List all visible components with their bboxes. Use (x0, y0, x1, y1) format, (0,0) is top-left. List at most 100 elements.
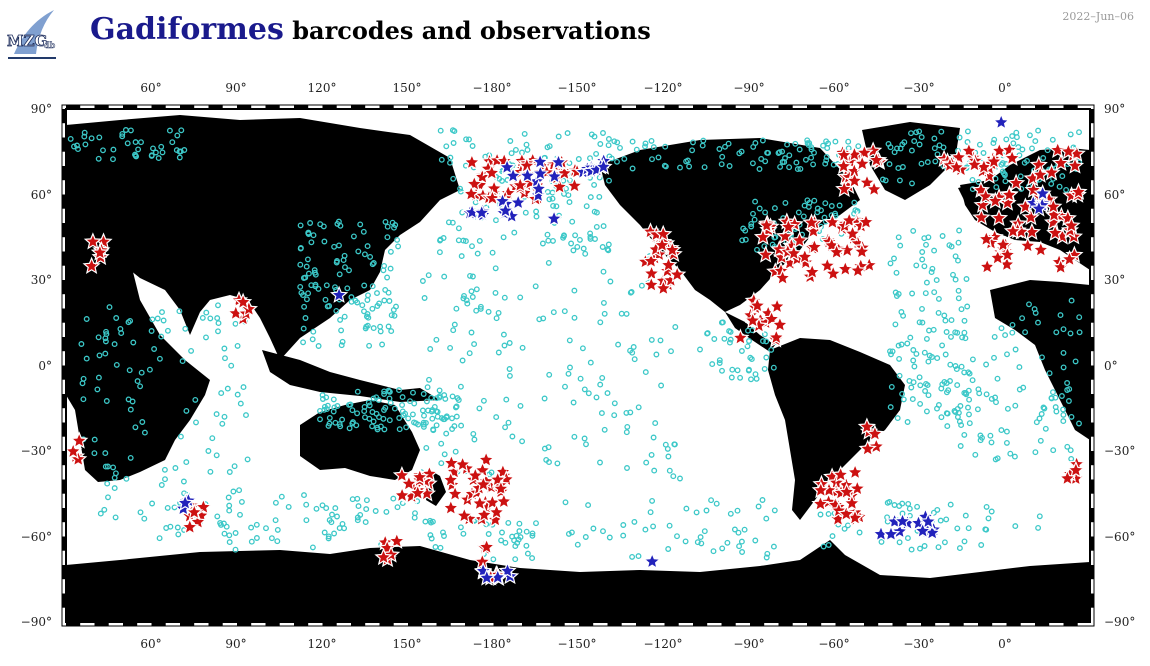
observation-point (303, 517, 310, 524)
observation-point (524, 550, 531, 557)
observation-point (855, 143, 862, 150)
observation-point (761, 365, 768, 372)
observation-point (127, 406, 134, 413)
observation-point (447, 154, 454, 161)
barcode-star-red (831, 465, 850, 483)
observation-point (240, 384, 247, 391)
observation-point (425, 272, 432, 279)
observation-point (561, 308, 568, 315)
observation-point (899, 500, 906, 507)
observation-point (223, 523, 230, 530)
barcode-star-red (446, 484, 465, 502)
observation-point (577, 375, 584, 382)
top-axis-label: −180° (473, 81, 512, 95)
observation-point (683, 158, 690, 165)
observation-point (969, 176, 976, 183)
observation-point (540, 315, 547, 322)
frame-tick (978, 105, 993, 109)
frame-tick (62, 337, 66, 352)
observation-point (420, 423, 427, 430)
observation-point (319, 502, 326, 509)
observation-point (887, 348, 893, 355)
observation-point (305, 229, 312, 236)
barcode-star-red (455, 506, 474, 524)
observation-point (597, 381, 604, 388)
observation-point (159, 149, 166, 156)
observation-point (906, 505, 913, 512)
frame-tick (1090, 451, 1094, 466)
observation-point (1004, 405, 1011, 412)
left-axis: 90° 60° 30° 0° −30° −60° −90° (21, 102, 52, 629)
observation-point (74, 142, 80, 149)
observation-point (112, 470, 119, 477)
observation-point (1048, 394, 1055, 401)
observation-point (455, 225, 462, 232)
observation-point (353, 422, 360, 429)
observation-point (80, 375, 87, 382)
observation-point (924, 382, 931, 389)
observation-point (635, 553, 642, 560)
observation-point (1041, 405, 1048, 412)
observation-point (272, 499, 279, 506)
observation-point (1032, 138, 1039, 145)
barcode-star-red (748, 296, 767, 314)
frame-tick (636, 622, 651, 626)
observation-point (585, 390, 592, 397)
observation-point (1050, 447, 1057, 454)
observation-point (959, 334, 966, 341)
observation-point (501, 342, 508, 349)
observation-point (495, 349, 502, 356)
observation-point (492, 289, 499, 296)
barcode-star-red (805, 237, 824, 255)
observation-point (323, 406, 330, 413)
frame-tick (322, 105, 337, 109)
observation-point (451, 128, 458, 135)
observation-point (176, 308, 183, 315)
observation-point (402, 410, 409, 417)
greenland (862, 122, 960, 200)
frame-tick (62, 565, 66, 580)
observation-point (344, 285, 351, 292)
observation-point (158, 333, 165, 340)
observation-point (768, 346, 775, 353)
observation-point (929, 354, 935, 360)
observation-point (429, 415, 436, 422)
observation-point (574, 541, 581, 548)
observation-point (856, 529, 863, 536)
observation-point (1035, 319, 1041, 326)
observation-point (590, 525, 597, 532)
observation-point (366, 342, 373, 349)
frame-tick (62, 280, 66, 295)
observation-point (192, 396, 199, 403)
observation-point (910, 379, 917, 386)
observation-point (91, 450, 98, 457)
frame-tick (721, 622, 736, 626)
observation-point (139, 419, 146, 425)
observation-point (466, 136, 472, 143)
observation-point (452, 448, 459, 455)
observation-point (253, 521, 260, 528)
observation-point (700, 137, 707, 144)
observation-point (450, 327, 457, 334)
observation-point (624, 423, 631, 430)
observation-point (137, 383, 144, 390)
observation-point (822, 200, 829, 207)
observation-point (156, 535, 163, 542)
observation-point (388, 312, 395, 319)
observation-point (907, 334, 914, 341)
observation-point (682, 538, 689, 545)
observation-point (550, 202, 557, 209)
observation-point (426, 376, 432, 383)
barcode-star-red (1066, 460, 1085, 479)
observation-point (737, 374, 744, 381)
observation-point (304, 256, 311, 263)
observation-point (928, 269, 935, 276)
observation-point (390, 495, 397, 502)
observation-point (727, 510, 734, 517)
barcode-star-red (491, 479, 510, 497)
observation-point (1040, 404, 1047, 411)
observation-point (882, 177, 889, 184)
observation-point (332, 419, 339, 426)
observation-point (952, 253, 959, 260)
barcode-star-blue (529, 179, 548, 197)
